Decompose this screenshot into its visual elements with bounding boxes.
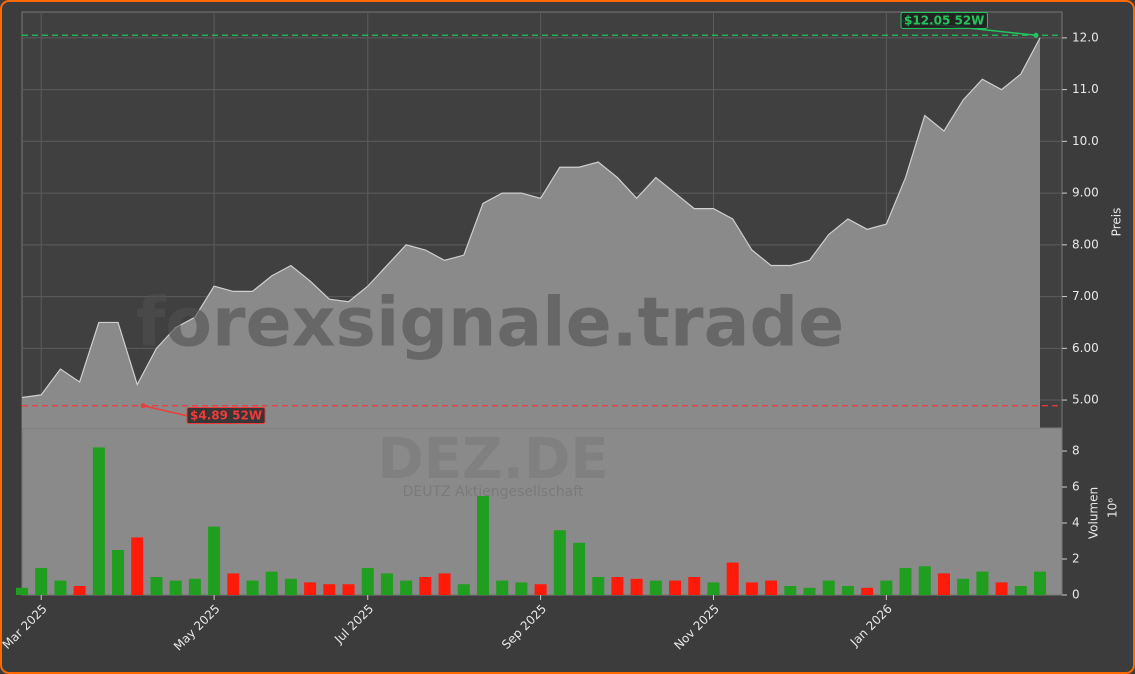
price-line xyxy=(21,37,1041,399)
volume-multiplier: 10⁶ xyxy=(1106,498,1120,518)
volume-bar xyxy=(227,573,240,595)
volume-bar xyxy=(304,582,317,595)
volume-bar xyxy=(112,550,125,595)
volume-bar xyxy=(1014,586,1027,595)
y-tick-label: 7.00 xyxy=(1072,289,1099,303)
volume-bar xyxy=(995,582,1008,595)
y-tick-label: 5.00 xyxy=(1072,393,1099,407)
volume-bar xyxy=(573,542,586,595)
volume-bar xyxy=(323,584,336,595)
y2-tick-label: 8 xyxy=(1072,444,1080,458)
volume-bar xyxy=(131,537,144,595)
volume-bar xyxy=(169,580,182,595)
volume-bar xyxy=(688,577,701,595)
volume-bar xyxy=(150,577,163,595)
volume-bar xyxy=(630,578,643,595)
y2-tick-label: 0 xyxy=(1072,588,1080,602)
volume-bar xyxy=(803,587,816,595)
y2-tick-label: 4 xyxy=(1072,516,1080,530)
volume-bar xyxy=(726,562,739,595)
price-axis-label: Preis xyxy=(1110,208,1124,237)
volume-bar xyxy=(707,582,720,595)
volume-bar xyxy=(400,580,413,595)
volume-bar xyxy=(592,577,605,595)
volume-bar xyxy=(476,496,489,595)
y-tick-label: 8.00 xyxy=(1072,237,1099,251)
volume-bar xyxy=(534,584,547,595)
volume-bar xyxy=(284,578,297,595)
volume-bar xyxy=(438,573,451,595)
volume-bar xyxy=(553,530,566,595)
volume-bar xyxy=(611,577,624,595)
volume-bar xyxy=(1034,571,1046,595)
volume-bar xyxy=(188,578,201,595)
volume-bar xyxy=(937,573,950,595)
company-watermark: DEUTZ Aktiengesellschaft xyxy=(403,484,584,500)
volume-bar xyxy=(784,586,797,595)
volume-bar xyxy=(841,586,854,595)
y-tick-label: 12.0 xyxy=(1072,30,1099,44)
y-tick-label: 11.0 xyxy=(1072,82,1099,96)
ref-arrow-head xyxy=(140,403,146,409)
volume-bar xyxy=(669,580,682,595)
volume-bar xyxy=(649,580,662,595)
volume-bar xyxy=(976,571,989,595)
volume-bar xyxy=(265,571,278,595)
volume-bar xyxy=(73,586,86,595)
volume-bar xyxy=(880,580,893,595)
watermark: forexsignale.trade xyxy=(136,284,845,363)
ref-arrow xyxy=(143,405,189,417)
y2-tick-label: 2 xyxy=(1072,552,1080,566)
volume-bar xyxy=(745,582,758,595)
volume-bar xyxy=(246,580,259,595)
volume-bar xyxy=(208,526,221,595)
volume-bar xyxy=(54,580,67,595)
volume-bar xyxy=(957,578,970,595)
y-tick-label: 6.00 xyxy=(1072,341,1099,355)
ref-label: $4.89 52W xyxy=(190,409,262,423)
volume-bar xyxy=(496,580,509,595)
volume-bar xyxy=(457,584,470,595)
volume-bar xyxy=(342,584,355,595)
ref-label-box xyxy=(900,12,988,29)
ticker-watermark: DEZ.DE xyxy=(377,427,608,492)
volume-bar xyxy=(822,580,835,595)
volume-bar xyxy=(515,582,528,595)
volume-bar xyxy=(861,587,874,595)
ref-label: $12.05 52W xyxy=(904,14,984,28)
volume-bar xyxy=(92,447,105,595)
price-area xyxy=(22,37,1040,429)
volume-bar xyxy=(380,573,393,595)
y2-tick-label: 6 xyxy=(1072,480,1080,494)
volume-bar xyxy=(361,568,374,595)
volume-axis-label: Volumen xyxy=(1087,487,1101,539)
volume-bar xyxy=(16,587,28,595)
volume-bar xyxy=(419,577,432,595)
y-tick-label: 10.0 xyxy=(1072,134,1099,148)
ref-label-box xyxy=(186,407,266,424)
volume-bar xyxy=(918,566,931,595)
volume-bar xyxy=(35,568,48,595)
y-tick-label: 9.00 xyxy=(1072,186,1099,200)
ref-arrow-head xyxy=(1033,32,1039,38)
volume-bar xyxy=(899,568,912,595)
volume-bar xyxy=(765,580,778,595)
